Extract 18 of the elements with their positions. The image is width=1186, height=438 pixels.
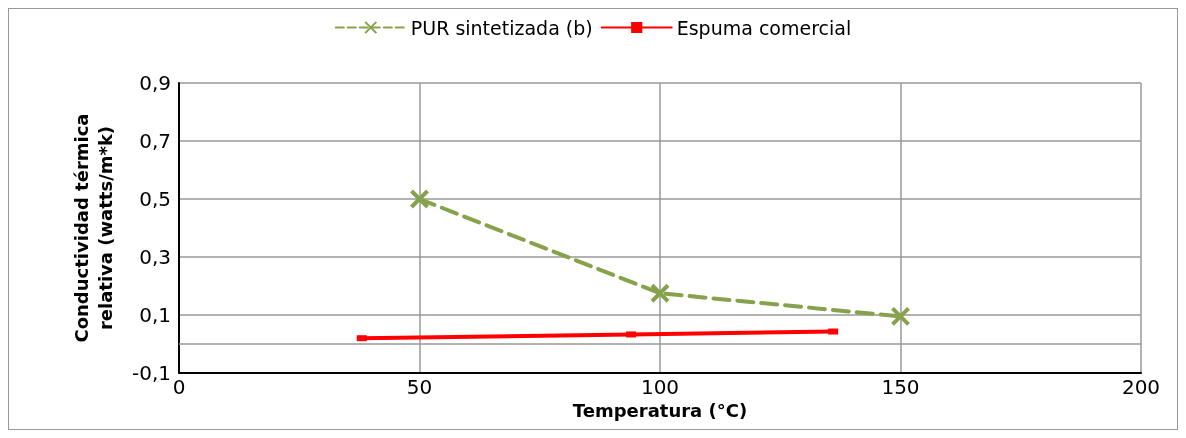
x-tick-label: 0 <box>172 375 186 399</box>
y-tick-label: 0,9 <box>139 71 171 95</box>
x-tick-label: 100 <box>640 375 680 399</box>
x-tick-label: 150 <box>881 375 920 399</box>
x-tick-label: 200 <box>1121 375 1161 399</box>
point <box>650 283 670 304</box>
y-axis-title: Conductividad térmica relativa (watts/m*k) <box>70 113 116 343</box>
y-tick-label: 0,7 <box>139 129 171 153</box>
x-tick-label: 50 <box>406 375 433 399</box>
point <box>409 189 430 209</box>
point <box>890 306 911 327</box>
x-axis-title: Temperatura (°C) <box>572 400 748 422</box>
y-tick-label: -0,1 <box>131 361 171 385</box>
legend-label: Espuma comercial <box>676 16 852 39</box>
legend-label: PUR sintetizada (b) <box>410 16 593 39</box>
y-tick-label: 0,1 <box>139 303 171 327</box>
y-tick-label: 0,5 <box>139 187 171 211</box>
y-tick-label: 0,3 <box>139 245 171 269</box>
